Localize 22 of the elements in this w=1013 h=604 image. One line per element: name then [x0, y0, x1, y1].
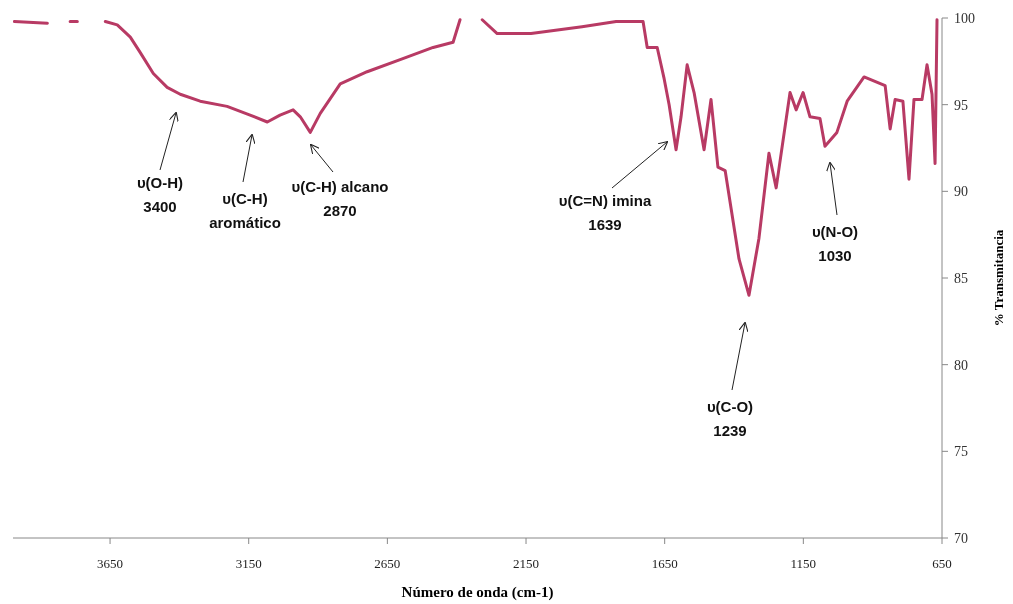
x-tick-label: 3650	[97, 556, 124, 571]
x-tick-label: 1650	[651, 556, 678, 571]
annotation: υ(C-H) aromático	[209, 190, 281, 231]
annotation: υ(C=N) imina 1639	[558, 192, 652, 233]
x-tick-label: 650	[932, 556, 952, 571]
y-tick-label: 75	[954, 444, 968, 460]
x-axis-title: Número de onda (cm-1)	[401, 584, 554, 601]
annotation: υ(N-O) 1030	[811, 223, 859, 264]
x-tick-label: 1150	[790, 556, 817, 571]
y-axis-title: % Transmitancia	[991, 229, 1006, 327]
annotation: υ(C-O) 1239	[706, 398, 754, 439]
annotation: υ(C-H) alcano 2870	[291, 178, 389, 219]
annotation: υ(O-H) 3400	[136, 174, 184, 215]
y-tick-label: 100	[954, 10, 975, 26]
y-tick-label: 70	[954, 530, 968, 546]
y-tick-label: 95	[954, 97, 968, 113]
y-tick-label: 80	[954, 357, 968, 373]
y-tick-label: 85	[954, 270, 968, 286]
x-tick-label: 3150	[235, 556, 262, 571]
x-tick-label: 2150	[513, 556, 540, 571]
y-tick-label: 90	[954, 184, 968, 200]
x-tick-label: 2650	[374, 556, 401, 571]
